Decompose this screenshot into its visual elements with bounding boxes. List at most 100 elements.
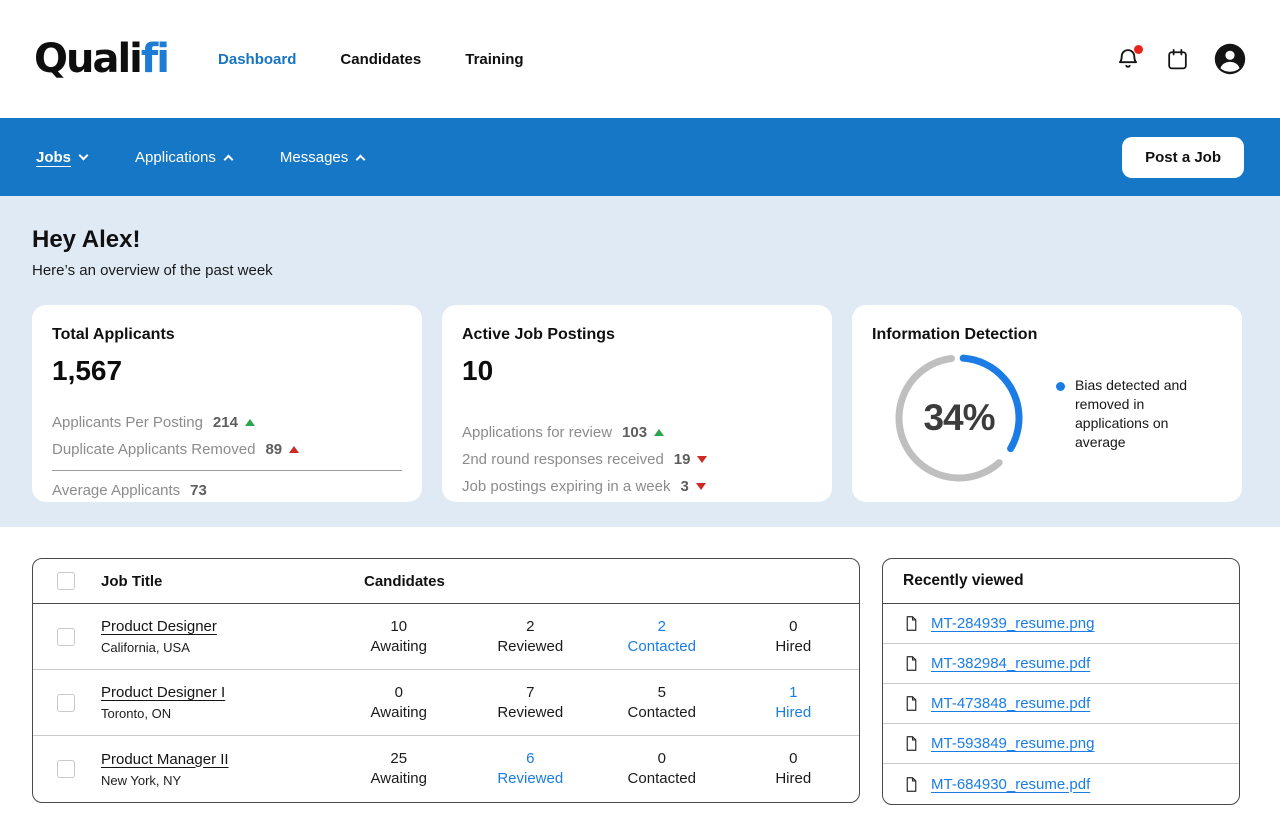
file-icon xyxy=(903,615,920,632)
card-divider xyxy=(52,470,402,471)
total-applicants-card: Total Applicants 1,567 Applicants Per Po… xyxy=(32,305,422,502)
reviewed-stat[interactable]: 6 Reviewed xyxy=(497,750,564,787)
card-title: Total Applicants xyxy=(52,326,175,343)
top-header: Quali fi Dashboard Candidates Training xyxy=(0,0,1280,118)
job-location: Toronto, ON xyxy=(101,706,172,721)
stat-value: 214 xyxy=(212,414,238,431)
reviewed-stat: 7 Reviewed xyxy=(497,683,564,721)
qualifi-logo[interactable]: Quali fi xyxy=(34,36,170,82)
awaiting-stat: 0 Awaiting xyxy=(370,683,427,721)
active-job-postings-card: Active Job Postings 10 Applications for … xyxy=(442,305,832,502)
subnav-jobs[interactable]: Jobs xyxy=(36,148,89,166)
resume-file-link[interactable]: MT-382984_resume.pdf xyxy=(931,655,1091,672)
subnav-messages[interactable]: Messages xyxy=(280,149,366,166)
stat-row: 2nd round responses received 19 xyxy=(462,446,812,473)
list-item: MT-284939_resume.png xyxy=(883,604,1239,644)
recently-viewed-title: Recently viewed xyxy=(883,559,1239,604)
notifications-button[interactable] xyxy=(1115,45,1143,72)
trend-up-icon xyxy=(289,446,300,453)
legend-dot-icon xyxy=(1056,382,1065,391)
hired-stat: 0 Hired xyxy=(775,750,812,787)
stat-row: Applications for review 103 xyxy=(462,419,812,446)
file-icon xyxy=(903,655,920,672)
trend-up-icon xyxy=(244,419,255,426)
legend-text: Bias detected and removed in application… xyxy=(1075,377,1188,450)
job-title-header: Job Title xyxy=(101,572,163,590)
list-item: MT-382984_resume.pdf xyxy=(883,644,1239,684)
awaiting-stat: 25 Awaiting xyxy=(370,750,427,787)
calendar-icon xyxy=(1165,47,1190,72)
job-title-link[interactable]: Product Designer xyxy=(101,618,217,635)
card-title: Information Detection xyxy=(872,326,1038,343)
stat-value: 89 xyxy=(265,441,283,458)
stat-value: 19 xyxy=(673,451,691,468)
overview-section: Hey Alex! Here’s an overview of the past… xyxy=(0,196,1280,527)
row-checkbox[interactable] xyxy=(57,693,75,712)
resume-file-link[interactable]: MT-284939_resume.png xyxy=(931,615,1095,632)
contacted-stat: 5 Contacted xyxy=(627,683,696,721)
post-a-job-button[interactable]: Post a Job xyxy=(1122,136,1244,178)
job-title-link[interactable]: Product Designer I xyxy=(101,684,226,701)
reviewed-stat: 2 Reviewed xyxy=(497,617,564,655)
stat-value: 73 xyxy=(190,482,207,499)
active-postings-value: 10 xyxy=(462,355,494,386)
subnav-applications-label: Applications xyxy=(135,148,216,166)
row-checkbox[interactable] xyxy=(57,627,75,646)
stat-row: Job postings expiring in a week 3 xyxy=(462,473,812,500)
stat-row: Duplicate Applicants Removed 89 xyxy=(52,436,402,463)
job-location: New York, NY xyxy=(101,772,182,788)
resume-file-link[interactable]: MT-684930_resume.pdf xyxy=(931,775,1091,793)
job-location: California, USA xyxy=(101,640,190,655)
resume-file-link[interactable]: MT-593849_resume.png xyxy=(931,735,1095,752)
contacted-stat[interactable]: 2 Contacted xyxy=(627,617,696,655)
hired-stat: 0 Hired xyxy=(775,617,812,655)
donut-legend: Bias detected and removed in application… xyxy=(1056,376,1222,452)
awaiting-stat: 10 Awaiting xyxy=(370,617,427,655)
total-applicants-value: 1,567 xyxy=(52,355,123,386)
nav-candidates[interactable]: Candidates xyxy=(340,50,422,68)
header-icons xyxy=(1115,43,1246,75)
table-row: Product Manager II New York, NY 25 Await… xyxy=(33,736,859,802)
job-title-link[interactable]: Product Manager II xyxy=(101,750,229,768)
table-row: Product Designer California, USA 10 Awai… xyxy=(33,604,859,670)
hired-stat[interactable]: 1 Hired xyxy=(775,683,812,721)
calendar-button[interactable] xyxy=(1165,47,1190,72)
stat-label: Applicants Per Posting xyxy=(52,414,203,431)
stat-row: Applicants Per Posting 214 xyxy=(52,409,402,436)
recently-viewed-panel: Recently viewed MT-284939_resume.png MT-… xyxy=(882,558,1240,805)
stat-row: Average Applicants 73 xyxy=(52,477,402,504)
subnav-applications[interactable]: Applications xyxy=(135,148,234,166)
logo-text-black: Quali xyxy=(34,36,143,82)
jobs-table: Job Title Candidates Product Designer Ca… xyxy=(32,558,860,803)
secondary-nav: Jobs Applications Messages xyxy=(36,148,366,166)
file-icon xyxy=(903,776,920,793)
contacted-stat: 0 Contacted xyxy=(627,750,696,787)
stat-label: Job postings expiring in a week xyxy=(462,478,671,495)
donut-arc-rest xyxy=(895,354,1023,482)
notification-dot xyxy=(1134,45,1143,54)
file-icon xyxy=(903,695,920,712)
resume-file-link[interactable]: MT-473848_resume.pdf xyxy=(931,695,1091,712)
nav-dashboard[interactable]: Dashboard xyxy=(218,50,297,68)
file-icon xyxy=(903,735,920,752)
subnav-jobs-label: Jobs xyxy=(36,148,72,166)
secondary-nav-bar: Jobs Applications Messages Post a Job xyxy=(0,118,1280,196)
chevron-up-icon xyxy=(355,154,366,164)
select-all-checkbox[interactable] xyxy=(57,572,75,590)
donut-chart: 34% xyxy=(889,348,1029,488)
candidates-header: Candidates xyxy=(364,572,445,590)
trend-down-icon xyxy=(697,456,708,463)
table-row: Product Designer I Toronto, ON 0 Awaitin… xyxy=(33,670,859,736)
row-checkbox[interactable] xyxy=(57,760,75,778)
avatar-icon xyxy=(1214,43,1246,75)
primary-nav: Dashboard Candidates Training xyxy=(218,51,524,68)
stat-label: 2nd round responses received xyxy=(462,451,664,468)
greeting-subtitle: Here’s an overview of the past week xyxy=(32,262,273,279)
chevron-down-icon xyxy=(78,150,89,161)
stat-value: 103 xyxy=(622,424,648,441)
profile-button[interactable] xyxy=(1214,43,1246,75)
donut-arc-value xyxy=(895,354,1023,482)
nav-training[interactable]: Training xyxy=(465,50,524,68)
list-item: MT-593849_resume.png xyxy=(883,724,1239,764)
